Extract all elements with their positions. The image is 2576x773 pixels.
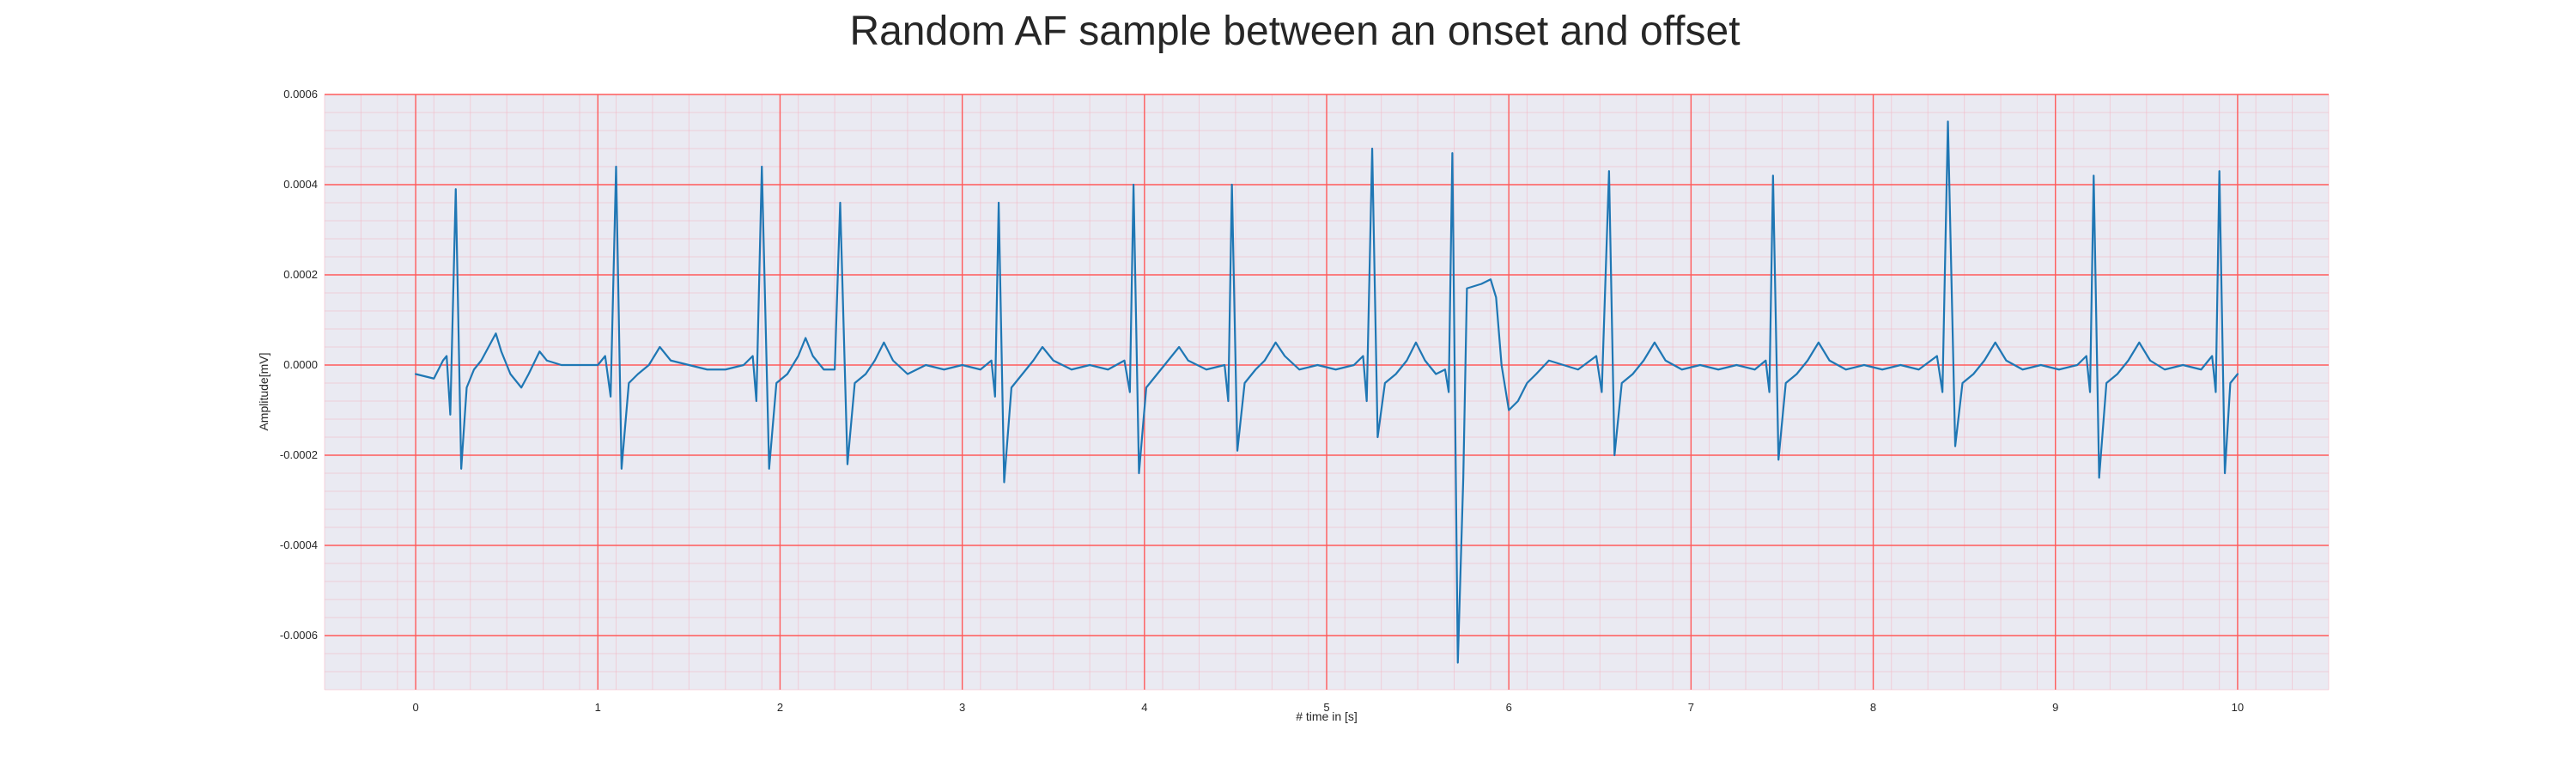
y-tick-label: -0.0004 <box>280 539 318 551</box>
x-tick-label: 4 <box>1141 701 1147 714</box>
x-tick-label: 2 <box>777 701 783 714</box>
y-tick-labels: -0.0006 -0.0004 -0.0002 0.0000 0.0002 0.0004 0… <box>280 88 318 642</box>
x-tick-label: 3 <box>959 701 965 714</box>
y-tick-label: -0.0006 <box>280 629 318 642</box>
x-tick-label: 7 <box>1688 701 1694 714</box>
x-tick-label: 1 <box>595 701 601 714</box>
x-axis-label: # time in [s] <box>1296 709 1358 723</box>
x-tick-labels: 0 1 2 3 4 5 6 7 8 9 10 <box>412 701 2244 714</box>
x-tick-label: 6 <box>1506 701 1512 714</box>
x-tick-label: 9 <box>2052 701 2058 714</box>
y-tick-label: 0.0006 <box>283 88 318 100</box>
y-tick-label: -0.0002 <box>280 448 318 461</box>
signal-series-line <box>414 120 2239 664</box>
x-tick-label: 0 <box>412 701 418 714</box>
major-grid <box>325 94 2329 690</box>
y-tick-label: 0.0002 <box>283 268 318 281</box>
y-axis-label: Amplitude[mV] <box>257 352 270 430</box>
x-tick-label: 5 <box>1323 701 1329 714</box>
x-tick-label: 10 <box>2232 701 2244 714</box>
y-tick-label: 0.0000 <box>283 358 318 371</box>
y-tick-label: 0.0004 <box>283 178 318 191</box>
chart-title: Random AF sample between an onset and of… <box>849 9 1740 54</box>
x-tick-label: 8 <box>1870 701 1876 714</box>
